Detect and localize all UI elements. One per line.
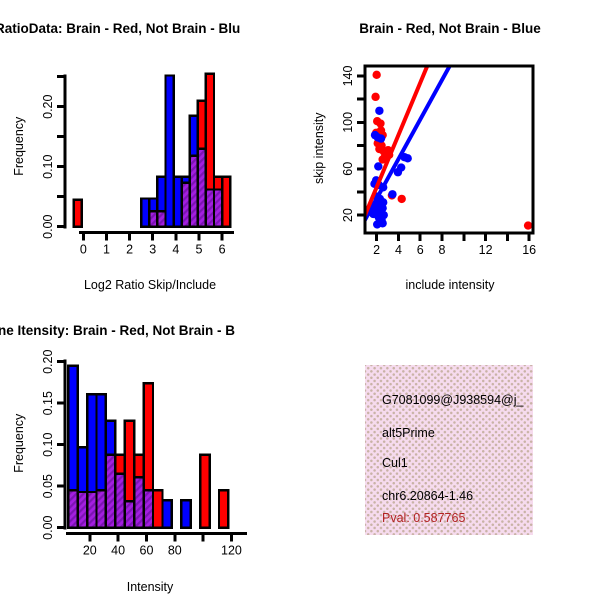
info-pval: Pval: 0.587765 [382, 511, 466, 525]
y-tick-label: 0.10 [41, 433, 55, 457]
histogram-overlap-bar [188, 154, 200, 228]
histogram-bar [72, 198, 83, 228]
x-tick-label: 80 [168, 544, 182, 558]
y-tick-label: 0.00 [41, 515, 55, 539]
y-tick-label: 0.20 [41, 350, 55, 374]
histogram-bar [161, 499, 174, 529]
x-tick-label: 0 [80, 243, 87, 257]
histogram-overlap-bar [123, 499, 136, 529]
panel-title: ne Itensity: Brain - Red, Not Brain - B [0, 323, 236, 338]
histogram-bar [139, 197, 151, 228]
panel-intensity-scatter: Brain - Red, Not Brain - Blue skip inten… [300, 0, 600, 300]
histogram-overlap-bar [76, 490, 89, 529]
info-locus: chr6.20864-1.46 [382, 489, 474, 503]
x-tick-label: 5 [196, 243, 203, 257]
x-tick-label: 2 [373, 243, 380, 257]
x-tick-label: 4 [395, 243, 402, 257]
scatter-point [372, 70, 381, 80]
x-tick-label: 16 [522, 243, 536, 257]
x-tick-label: 4 [172, 243, 179, 257]
x-tick-label: 1 [103, 243, 110, 257]
histogram-overlap-bar [156, 209, 167, 228]
panel-info-box: G7081099@J938594@j_ alt5Prime Cul1 chr6.… [300, 300, 600, 600]
y-tick-label: 0.05 [41, 474, 55, 498]
panel-intensity-histogram: ne Itensity: Brain - Red, Not Brain - B … [0, 300, 300, 600]
x-tick-label: 6 [417, 243, 424, 257]
y-tick-label: 140 [341, 65, 355, 86]
histogram-overlap-bar [148, 209, 159, 228]
intensity-histogram-canvas: 0.00 0.05 0.10 0.15 0.20 20 40 60 80 120 [41, 350, 247, 558]
scatter-point [378, 219, 387, 228]
x-tick-label: 8 [439, 243, 446, 257]
fit-line [365, 66, 430, 221]
y-tick-label: 20 [341, 208, 355, 222]
histogram-bar [151, 489, 164, 529]
histogram-bar [198, 453, 211, 529]
x-axis-label: include intensity [405, 278, 495, 292]
info-probe-id: G7081099@J938594@j_ [382, 393, 524, 407]
histogram-overlap-bar [114, 472, 126, 529]
scatter-point [378, 155, 387, 164]
panel-title: RatioData: Brain - Red, Not Brain - Blu [0, 21, 241, 36]
histogram-overlap-bar [142, 489, 155, 529]
scatter-point [393, 168, 403, 177]
histogram-overlap-bar [180, 181, 191, 228]
y-tick-label: 0.15 [41, 391, 55, 415]
x-tick-label: 3 [149, 243, 156, 257]
y-tick-label: 100 [341, 112, 355, 133]
x-tick-label: 2 [126, 243, 133, 257]
histogram-overlap-bar [204, 188, 216, 228]
fit-line [365, 66, 452, 224]
x-tick-label: 6 [219, 243, 226, 257]
x-axis-label: Intensity [126, 580, 174, 594]
x-tick-label: 20 [83, 544, 97, 558]
info-gene-name: Cul1 [382, 456, 408, 470]
histogram-bar [164, 74, 175, 228]
intensity-scatter-canvas: 20 60 100 140 2 4 6 8 12 16 [341, 64, 536, 257]
scatter-point [523, 221, 533, 230]
scatter-point [371, 92, 380, 102]
plot-box [363, 64, 535, 235]
histogram-bar [180, 499, 192, 529]
histogram-bar [172, 175, 183, 228]
x-tick-label: 60 [140, 544, 154, 558]
histogram-overlap-bar [212, 188, 224, 228]
histogram-bar [217, 489, 230, 529]
scatter-point [376, 119, 385, 128]
histogram-overlap-bar [196, 147, 208, 228]
plot-area [365, 66, 533, 230]
scatter-point [376, 134, 386, 143]
y-tick-label: 0.20 [41, 94, 55, 118]
scatter-point [388, 190, 397, 199]
histogram-overlap-bar [104, 453, 117, 529]
scatter-point [403, 154, 412, 163]
histogram-overlap-bar [67, 489, 79, 529]
log2ratio-histogram-canvas: 0.00 0.10 0.20 0 1 2 3 4 5 6 [41, 72, 234, 257]
scatter-point [397, 194, 406, 204]
panel-title: Brain - Red, Not Brain - Blue [359, 21, 541, 36]
y-tick-label: 0.00 [41, 214, 55, 238]
histogram-overlap-bar [85, 490, 98, 529]
x-tick-label: 120 [221, 544, 242, 558]
histogram-overlap-bar [133, 475, 145, 529]
panel-log2ratio-histogram: RatioData: Brain - Red, Not Brain - Blu … [0, 0, 300, 300]
y-tick-label: 60 [341, 162, 355, 176]
histogram-overlap-bar [95, 489, 108, 529]
y-tick-label: 0.10 [41, 154, 55, 178]
x-axis-label: Log2 Ratio Skip/Include [83, 278, 217, 292]
scatter-point [375, 106, 384, 115]
info-splice-type: alt5Prime [382, 426, 435, 440]
x-tick-label: 12 [479, 243, 493, 257]
scatter-point [374, 162, 383, 171]
event-info-box: G7081099@J938594@j_ alt5Prime Cul1 chr6.… [365, 365, 533, 535]
histogram-bar [220, 175, 232, 228]
x-tick-label: 40 [111, 544, 125, 558]
